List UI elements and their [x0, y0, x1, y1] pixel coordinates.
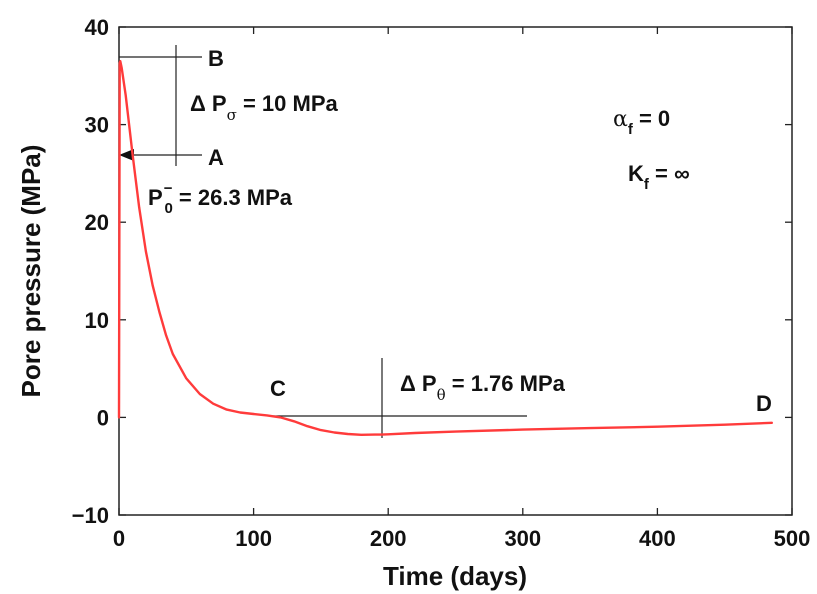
label-b: B	[208, 46, 224, 71]
x-tick-labels: 0 100 200 300 400 500	[113, 526, 810, 551]
x-axis-label: Time (days)	[383, 561, 527, 591]
x-tick-label: 500	[774, 526, 811, 551]
k-f-label: Kf = ∞	[628, 161, 690, 193]
alpha-f-label: αf = 0	[613, 106, 670, 138]
series-group	[117, 60, 773, 436]
y-tick-labels: −10 0 10 20 30 40	[72, 15, 109, 528]
y-tick-label: 40	[85, 15, 109, 40]
y-axis-label: Pore pressure (MPa)	[16, 145, 46, 398]
y-tick-label: 0	[97, 405, 109, 430]
p0-label: P− 0 = 26.3 MPa	[148, 180, 293, 217]
label-a: A	[208, 145, 224, 170]
a-arrow-head	[119, 149, 134, 161]
delta-p-theta-label: Δ Pθ = 1.76 MPa	[400, 371, 566, 404]
label-d: D	[756, 391, 772, 416]
x-tick-label: 100	[235, 526, 272, 551]
x-tick-label: 400	[639, 526, 676, 551]
x-tick-label: 300	[504, 526, 541, 551]
y-tick-label: 10	[85, 308, 109, 333]
annotation-lines	[119, 45, 527, 438]
x-tick-label: 200	[370, 526, 407, 551]
y-tick-label: 30	[85, 113, 109, 138]
axis-ticks	[118, 26, 793, 516]
y-tick-label: 20	[85, 210, 109, 235]
y-tick-label: −10	[72, 503, 109, 528]
series-line-0	[117, 60, 773, 436]
delta-p-sigma-label: Δ Pσ = 10 MPa	[190, 91, 339, 124]
x-tick-label: 0	[113, 526, 125, 551]
label-c: C	[270, 376, 286, 401]
